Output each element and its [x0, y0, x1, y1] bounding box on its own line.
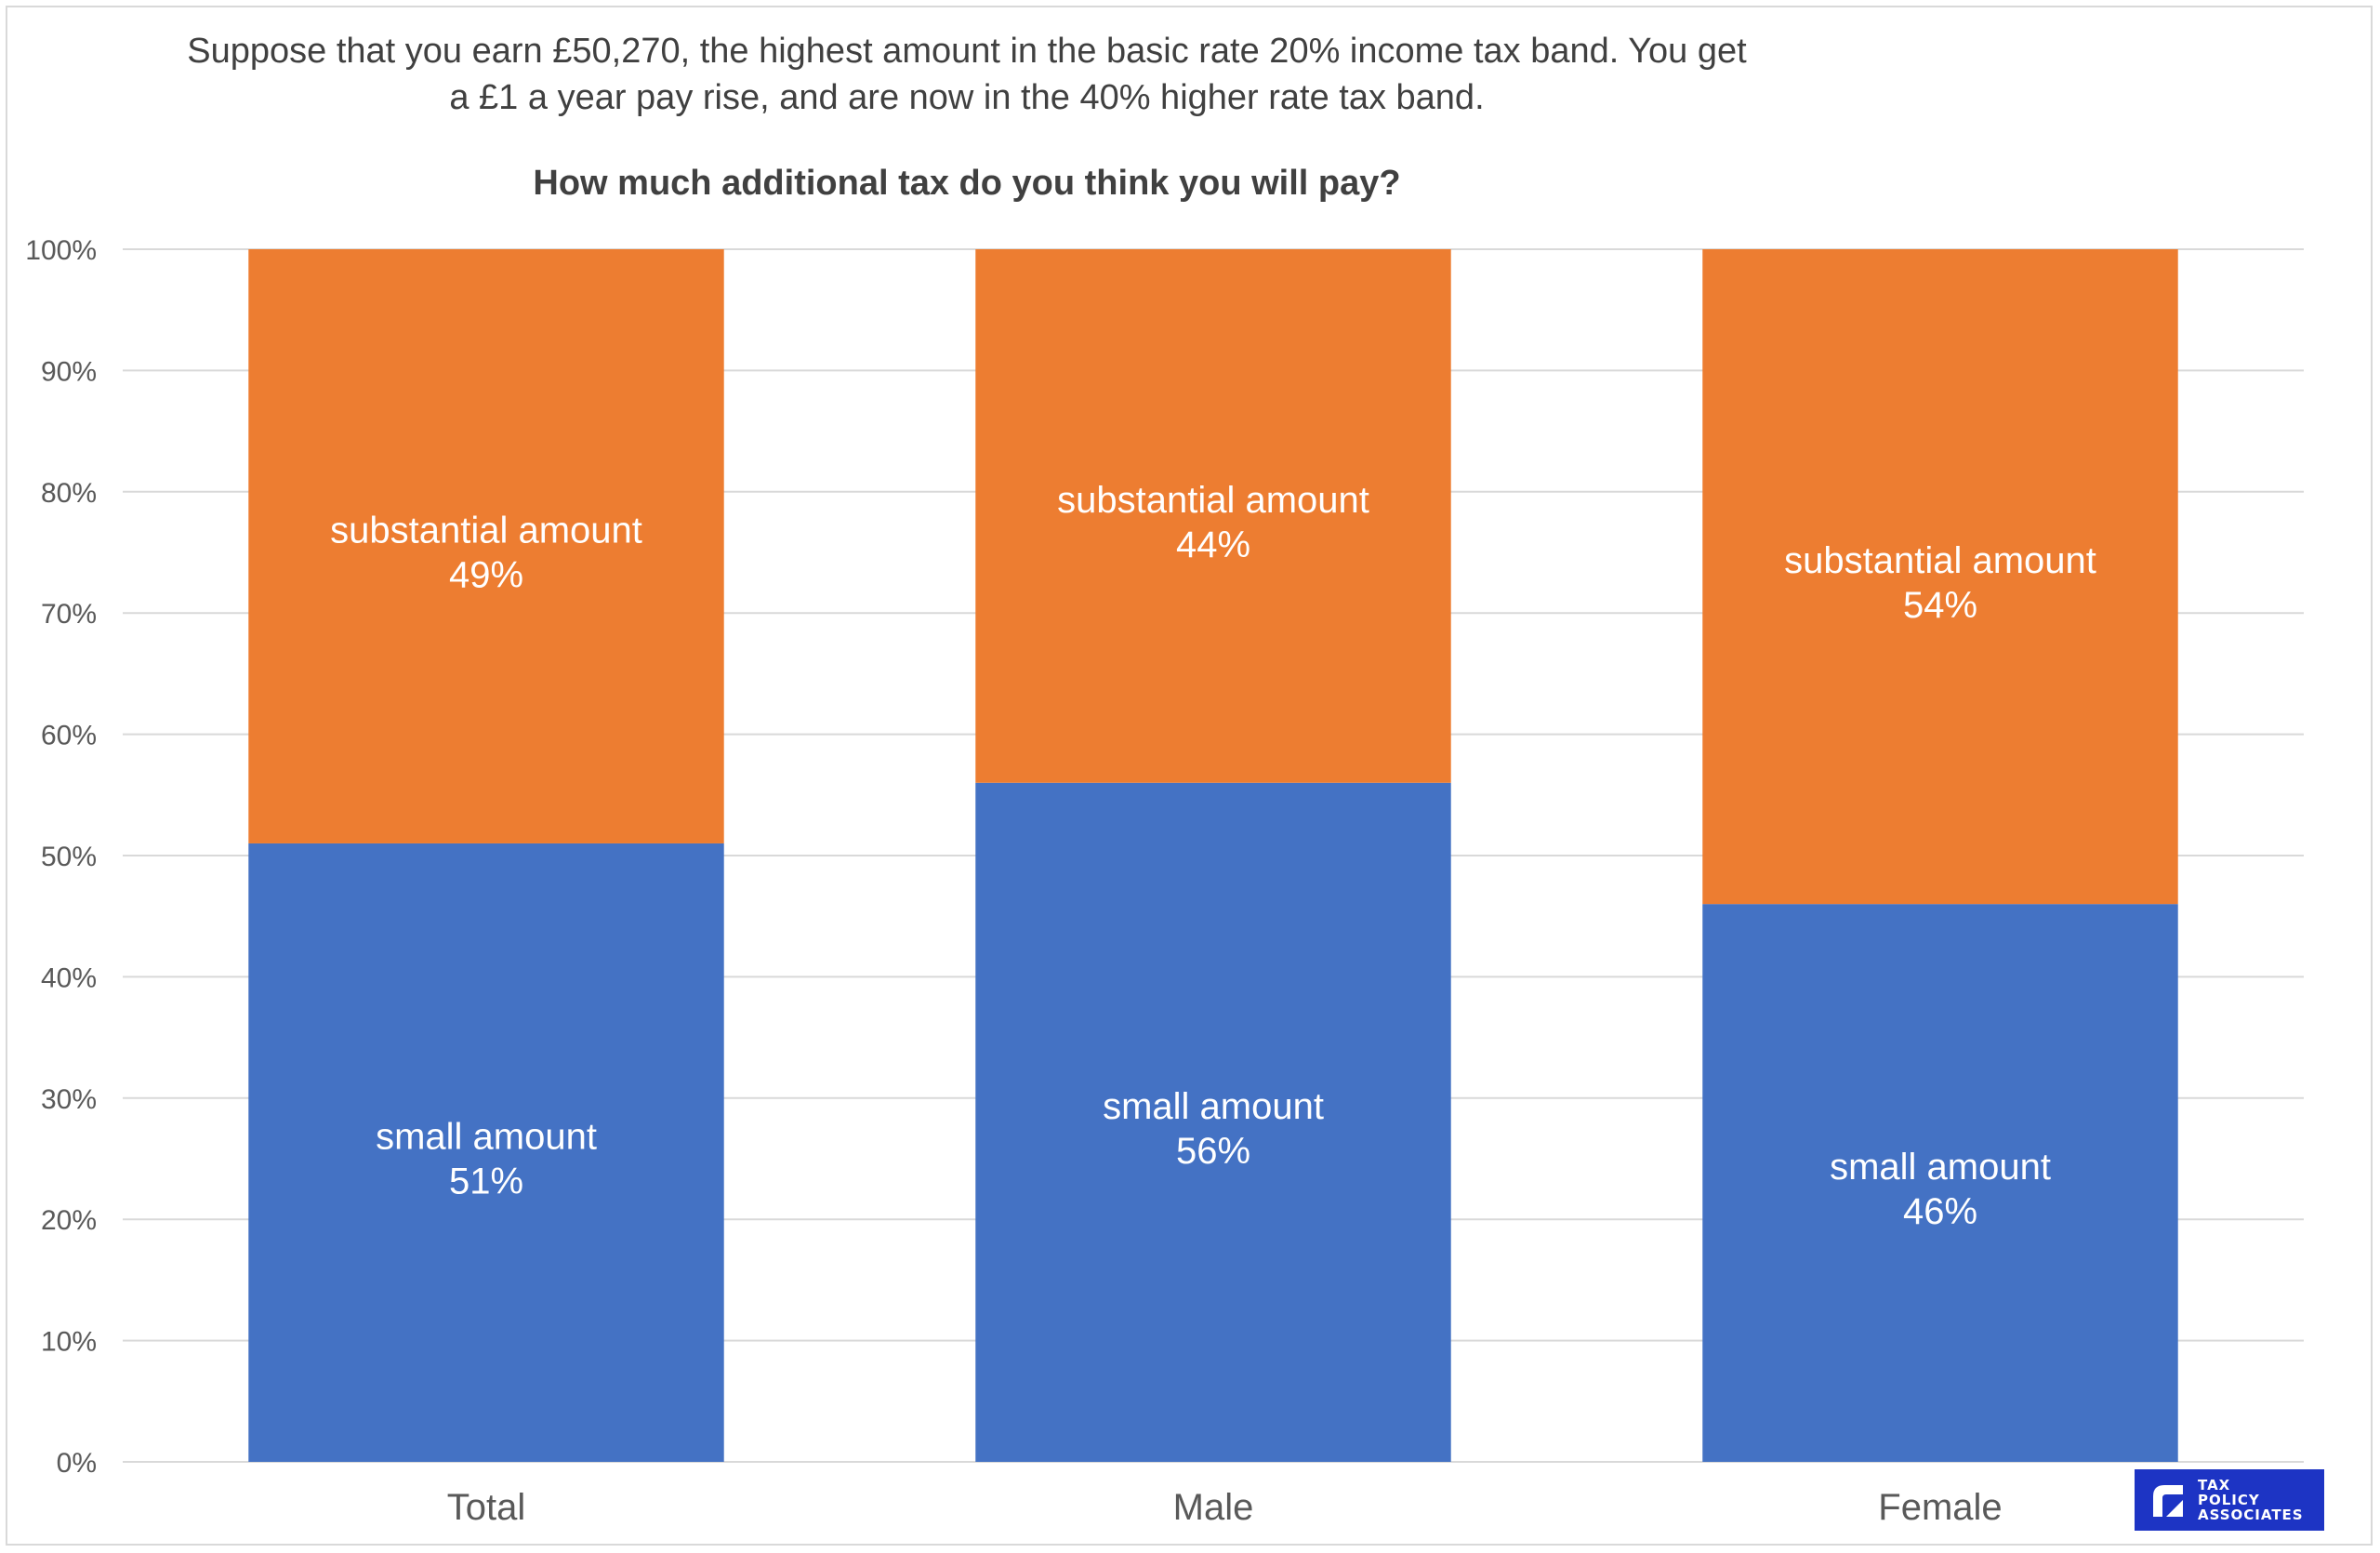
y-tick-label: 20%	[41, 1205, 97, 1236]
bar-segment	[975, 249, 1451, 783]
tax-policy-associates-logo: TAX POLICY ASSOCIATES	[2135, 1469, 2324, 1531]
data-label-value: 54%	[1903, 585, 1977, 626]
x-tick-label: Male	[1173, 1487, 1254, 1528]
y-tick-label: 0%	[57, 1448, 97, 1479]
data-label-name: substantial amount	[1784, 540, 2096, 581]
logo-mark-icon	[2153, 1485, 2183, 1517]
bar-segment	[1702, 904, 2178, 1462]
y-tick-label: 30%	[41, 1084, 97, 1115]
bar-segment	[1702, 249, 2178, 905]
bar-segment	[975, 782, 1451, 1462]
data-label-name: substantial amount	[1057, 480, 1369, 521]
y-tick-label: 100%	[25, 235, 97, 266]
y-tick-label: 70%	[41, 599, 97, 630]
y-tick-label: 50%	[41, 842, 97, 872]
data-label-value: 44%	[1176, 524, 1250, 565]
data-label-name: substantial amount	[330, 510, 642, 551]
bar-segment	[248, 249, 724, 843]
data-label-name: small amount	[1830, 1147, 2051, 1188]
data-label-value: 49%	[449, 554, 523, 595]
logo-text: TAX POLICY ASSOCIATES	[2198, 1477, 2304, 1523]
data-label-value: 51%	[449, 1161, 523, 1201]
chart-title: How much additional tax do you think you…	[533, 164, 1401, 203]
data-label-name: small amount	[376, 1116, 597, 1157]
chart-subtitle: Suppose that you earn £50,270, the highe…	[187, 32, 1747, 117]
bar-segment	[248, 843, 724, 1462]
y-tick-label: 40%	[41, 962, 97, 993]
y-tick-label: 60%	[41, 721, 97, 751]
data-label-value: 46%	[1903, 1191, 1977, 1232]
x-tick-label: Total	[447, 1487, 526, 1528]
data-label-name: small amount	[1103, 1086, 1324, 1127]
y-tick-label: 80%	[41, 478, 97, 509]
data-label-value: 56%	[1176, 1131, 1250, 1172]
y-tick-label: 90%	[41, 356, 97, 387]
x-tick-label: Female	[1878, 1487, 2002, 1528]
y-tick-label: 10%	[41, 1327, 97, 1358]
